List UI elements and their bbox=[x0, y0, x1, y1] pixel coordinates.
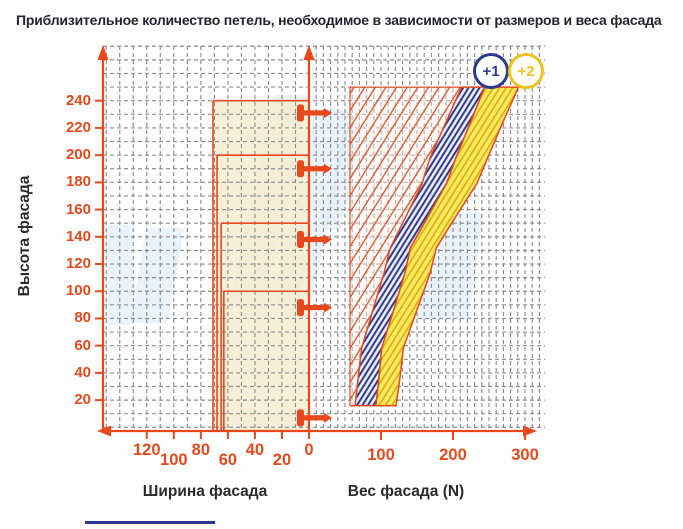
tick-label: 20 bbox=[272, 451, 292, 469]
watermark-shape bbox=[106, 225, 132, 325]
tick-label: 300 bbox=[511, 446, 539, 464]
tick-label: 200 bbox=[65, 146, 91, 164]
tick-label: 100 bbox=[367, 446, 395, 464]
tick-label: 160 bbox=[65, 200, 91, 218]
tick-label: 20 bbox=[74, 391, 91, 409]
tick-label: 60 bbox=[74, 336, 91, 354]
tick-label: 80 bbox=[191, 441, 210, 459]
axis-arrows bbox=[97, 45, 537, 437]
width-axis-title: Ширина фасада bbox=[142, 483, 268, 500]
chart-title: Приблизительное количество петель, необх… bbox=[16, 12, 662, 28]
tick-label: 180 bbox=[65, 173, 91, 191]
tick-label: 140 bbox=[65, 227, 91, 245]
axis-ticks bbox=[95, 99, 526, 440]
legend-plus2-badge: +2 bbox=[508, 53, 544, 89]
legend-plus1-label: +1 bbox=[482, 62, 500, 80]
weight-axis-title: Вес фасада (N) bbox=[347, 483, 465, 500]
facade-rect-outlines bbox=[212, 99, 309, 431]
footer-accent-line bbox=[85, 521, 215, 524]
axes bbox=[101, 57, 526, 433]
hinge-markers bbox=[297, 104, 332, 427]
band-plus2 bbox=[375, 86, 520, 407]
legend-plus2-label: +2 bbox=[517, 62, 535, 80]
tick-label: 240 bbox=[65, 91, 91, 109]
tick-label: 120 bbox=[132, 441, 161, 459]
legend-plus1-badge: +1 bbox=[473, 53, 509, 89]
tick-label: 60 bbox=[218, 451, 238, 469]
tick-label: 100 bbox=[65, 282, 91, 300]
tick-label: 40 bbox=[74, 363, 91, 381]
tick-label: 200 bbox=[439, 446, 467, 464]
y-axis-title: Высота фасада bbox=[16, 175, 33, 297]
tick-label: 100 bbox=[160, 451, 188, 469]
tick-label: 40 bbox=[245, 441, 265, 459]
tick-label: 120 bbox=[65, 255, 91, 273]
tick-label: 220 bbox=[65, 118, 91, 136]
tick-label: 80 bbox=[74, 309, 91, 327]
tick-label: 0 bbox=[304, 441, 314, 459]
